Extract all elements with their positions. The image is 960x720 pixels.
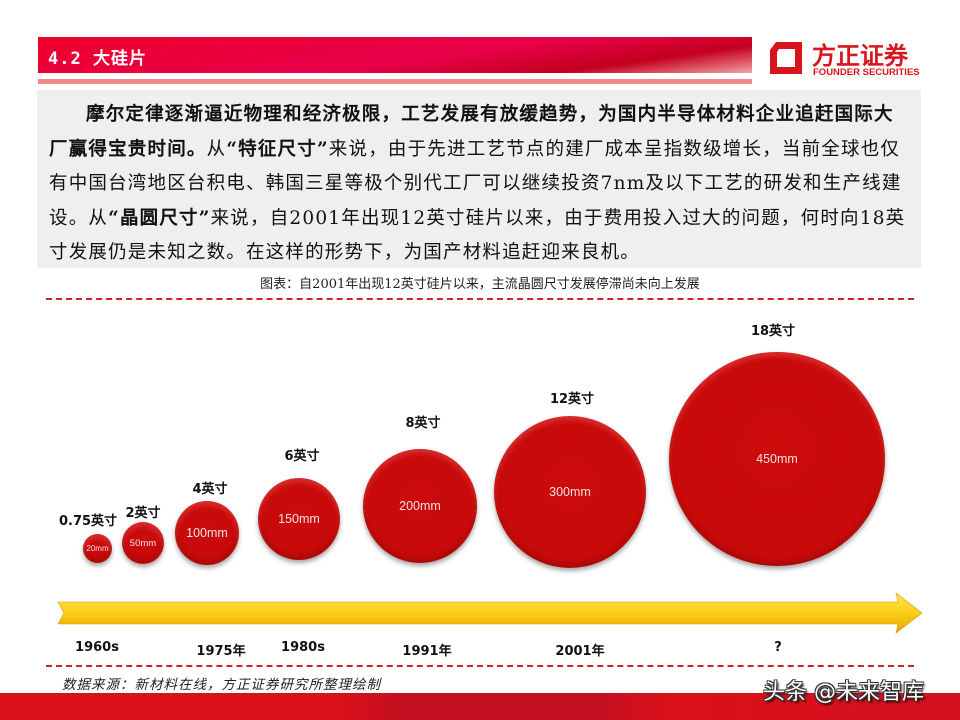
summary-bold-lead: 摩尔定律逐渐逼近物理和经济极限，工艺发展有放缓趋势，为国内半导体材料企业追赶国际… [49,104,894,160]
section-title-bar [38,37,752,73]
section-title: 4.2 大硅片 [48,49,147,69]
data-source: 数据来源：新材料在线，方正证券研究所整理绘制 [62,677,381,693]
timeline-arrow-icon [58,592,923,634]
wafer-circle: 200mm [363,449,477,563]
footer-band [0,693,960,720]
inch-label: 4英寸 [192,482,228,497]
timeline-year: 1960s [75,640,119,655]
logo-en-text: FOUNDER SECURITIES [813,67,920,78]
logo-cn-text: 方正证券 [812,42,908,70]
source-divider [46,665,914,667]
founder-logo-icon [770,42,802,74]
inch-label: 12英寸 [549,392,595,407]
wafer-circle: 300mm [494,416,646,568]
summary-paragraph: 摩尔定律逐渐逼近物理和经济极限，工艺发展有放缓趋势，为国内半导体材料企业追赶国际… [49,104,906,263]
title-underline [38,79,752,84]
wafer-circle: 100mm [175,501,239,565]
timeline-year: 1980s [281,640,325,655]
wafer-circle: 450mm [669,352,885,566]
timeline-year: 1975年 [196,644,246,659]
watermark: 头条 @未来智库 [763,680,924,705]
timeline-year: 1991年 [402,644,452,659]
quote-wafer-size: “晶圆尺寸” [108,207,211,229]
figure-caption: 图表：自2001年出现12英寸硅片以来，主流晶圆尺寸发展停滞尚未向上发展 [260,277,700,292]
inch-label: 0.75英寸 [58,514,118,529]
inch-label: 6英寸 [284,449,320,464]
wafer-circle: 50mm [122,522,164,564]
timeline-year: 2001年 [555,644,605,659]
wafer-circle: 20mm [83,534,112,563]
inch-label: 18英寸 [750,324,796,339]
timeline-year: ? [774,640,782,655]
inch-label: 8英寸 [405,416,441,431]
wafer-circle: 150mm [258,478,340,560]
quote-feature-size: “特征尺寸” [226,138,329,160]
caption-divider [46,298,914,300]
founder-logo: 方正证券 FOUNDER SECURITIES [766,36,936,82]
summary-box: 摩尔定律逐渐逼近物理和经济极限，工艺发展有放缓趋势，为国内半导体材料企业追赶国际… [37,90,921,268]
inch-label: 2英寸 [125,506,161,521]
